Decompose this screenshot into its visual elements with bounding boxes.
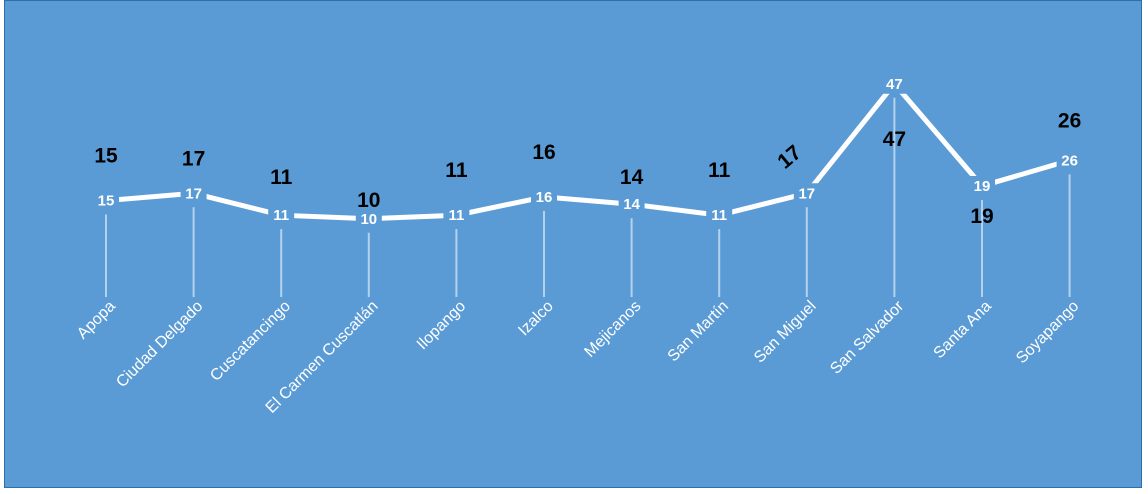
- chart-background: [5, 1, 1141, 487]
- data-label-box-7: [706, 205, 733, 226]
- data-label-10: 19: [974, 178, 991, 195]
- data-label-11: 26: [1061, 152, 1078, 169]
- data-label-box-3: [355, 208, 382, 229]
- data-label-outer-4: 11: [445, 159, 468, 182]
- data-label-box-9: [881, 73, 908, 94]
- data-label-box-6: [618, 194, 645, 215]
- data-label-outer-6: 14: [620, 166, 644, 189]
- data-label-outer-9: 47: [883, 128, 906, 151]
- data-label-box-11: [1056, 150, 1083, 171]
- data-label-outer-10: 19: [970, 205, 993, 228]
- data-label-0: 15: [98, 193, 115, 210]
- data-label-5: 16: [536, 189, 553, 206]
- series-line: [105, 79, 1071, 222]
- data-label-1: 17: [185, 185, 202, 202]
- data-label-2: 11: [273, 207, 289, 224]
- data-label-box-4: [443, 205, 470, 226]
- data-label-3: 10: [360, 211, 377, 228]
- data-label-box-2: [268, 205, 295, 226]
- data-label-outer-5: 16: [532, 141, 555, 164]
- data-labels: 1515171711111010111116161414111117174747…: [93, 73, 1083, 229]
- data-label-box-0: [93, 190, 119, 211]
- data-label-8: 17: [798, 185, 815, 202]
- data-label-outer-1: 17: [182, 147, 205, 170]
- data-label-outer-11: 26: [1058, 109, 1081, 132]
- chart-area: 15 15 17 17 11 11 10 10 11 11 16 16 14 14 11 11 17 17 47 47…: [4, 0, 1142, 488]
- data-label-box-5: [531, 186, 557, 207]
- data-label-7: 11: [711, 207, 727, 224]
- data-label-6: 14: [623, 196, 640, 213]
- data-label-outer-0: 15: [94, 145, 118, 168]
- drop-lines: [105, 97, 1071, 297]
- line-chart: 1515171711111010111116161414111117174747…: [5, 1, 1141, 487]
- data-label-outer-3: 10: [357, 189, 380, 212]
- data-label-4: 11: [448, 207, 464, 224]
- data-label-9: 47: [886, 76, 903, 93]
- data-label-box-10: [969, 175, 995, 196]
- data-label-outer-2: 11: [270, 166, 293, 189]
- data-label-outer-7: 11: [708, 159, 731, 182]
- data-label-box-8: [793, 183, 820, 204]
- data-label-box-1: [180, 183, 207, 204]
